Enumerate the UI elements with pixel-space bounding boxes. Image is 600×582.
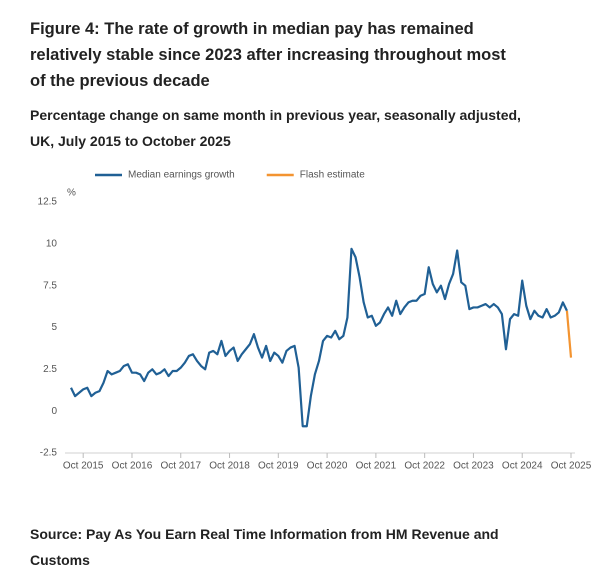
y-tick-label: -2.5: [40, 448, 58, 459]
x-tick-label: Oct 2025: [551, 461, 592, 472]
y-tick-label: 10: [46, 238, 58, 249]
x-tick-label: Oct 2017: [160, 461, 201, 472]
chart-title: Figure 4: The rate of growth in median p…: [30, 20, 506, 90]
y-tick-label: 2.5: [43, 364, 57, 375]
x-tick-label: Oct 2016: [112, 461, 153, 472]
legend-label: Flash estimate: [300, 170, 365, 181]
y-axis-unit: %: [67, 188, 76, 199]
x-tick-label: Oct 2023: [453, 461, 494, 472]
x-tick-label: Oct 2019: [258, 461, 299, 472]
y-tick-label: 12.5: [38, 197, 58, 208]
x-tick-label: Oct 2020: [307, 461, 348, 472]
data-line: [565, 310, 573, 358]
x-tick-label: Oct 2021: [356, 461, 397, 472]
x-tick-label: Oct 2024: [502, 461, 543, 472]
y-tick-label: 7.5: [43, 280, 57, 291]
source: Source: Pay As You Earn Real Time Inform…: [30, 526, 499, 568]
chart-subtitle: Percentage change on same month in previ…: [30, 107, 521, 149]
y-tick-label: 0: [51, 406, 57, 417]
y-tick-label: 5: [51, 322, 57, 333]
x-tick-label: Oct 2018: [209, 461, 250, 472]
x-tick-label: Oct 2015: [63, 461, 104, 472]
x-tick-label: Oct 2022: [404, 461, 445, 472]
legend-label: Median earnings growth: [128, 170, 235, 181]
data-line: [70, 247, 568, 428]
